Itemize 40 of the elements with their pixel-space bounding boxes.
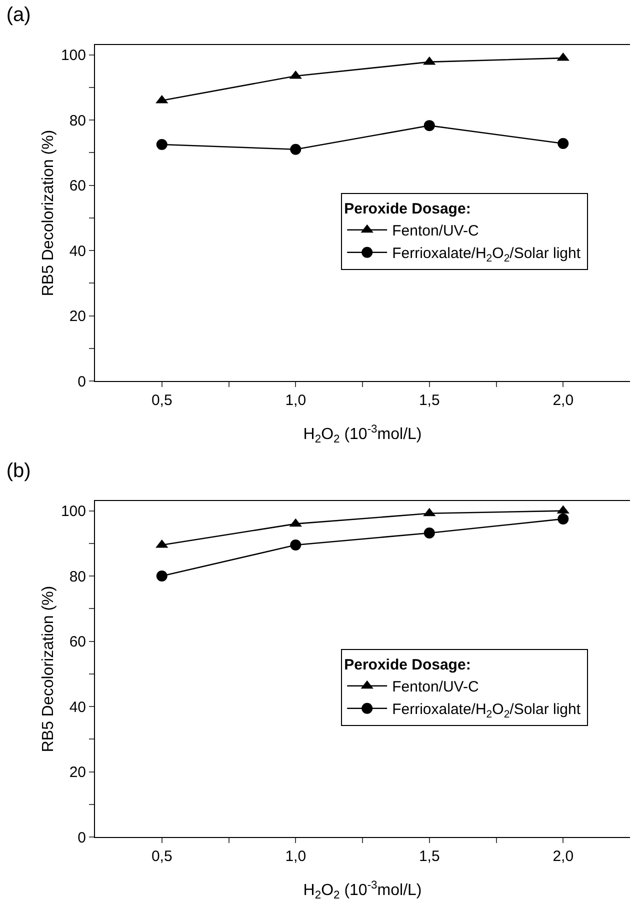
legend-label: Ferrioxalate/H$_{2}$O$_{2}$/Solar light [392,245,582,264]
legend-label: Ferrioxalate/H$_{2}$O$_{2}$/Solar light [392,701,582,720]
y-tick-label: 60 [69,178,86,195]
y-tick-label: 80 [69,112,86,130]
legend-title: Peroxide Dosage: [344,200,471,218]
y-tick-label: 0 [78,373,86,390]
point [558,138,569,150]
point [424,527,435,538]
y-tick-label: 20 [69,764,86,782]
point [424,120,435,132]
y-tick-label: 40 [69,698,86,716]
y-tick-label: 80 [69,568,86,586]
x-axis-title: H$_{2}$O$_{2}$ (10$^{-3}$mol/L) [303,423,422,446]
point [290,144,302,155]
x-tick-label: 1,5 [418,392,440,409]
y-axis-title: RB5 Decolorization (%) [40,586,57,752]
x-tick-label: 2,0 [552,392,574,409]
x-tick-label: 1,5 [418,848,440,865]
y-tick-label: 100 [60,503,86,520]
point [290,540,302,551]
y-tick-label: 20 [69,308,86,326]
x-tick-label: 0,5 [151,392,172,409]
chart-title: (b) [6,460,31,482]
legend-label: Fenton/UV-C [392,222,479,240]
y-tick-label: 100 [60,47,86,64]
y-tick-label: 0 [78,829,86,846]
x-tick-label: 2,0 [552,848,574,865]
x-axis-title: H$_{2}$O$_{2}$ (10$^{-3}$mol/L) [303,879,422,902]
point [156,139,168,150]
x-tick-label: 1,0 [285,848,306,865]
y-axis-title: RB5 Decolorization (%) [40,130,57,296]
chart-title: (a) [6,4,31,26]
x-tick-label: 1,0 [285,392,306,409]
legend-label: Fenton/UV-C [392,678,479,696]
legend-title: Peroxide Dosage: [344,656,471,674]
point [156,570,168,582]
x-tick-label: 0,5 [151,848,172,865]
y-tick-label: 40 [69,242,86,260]
point [558,513,569,524]
y-tick-label: 60 [69,634,86,651]
